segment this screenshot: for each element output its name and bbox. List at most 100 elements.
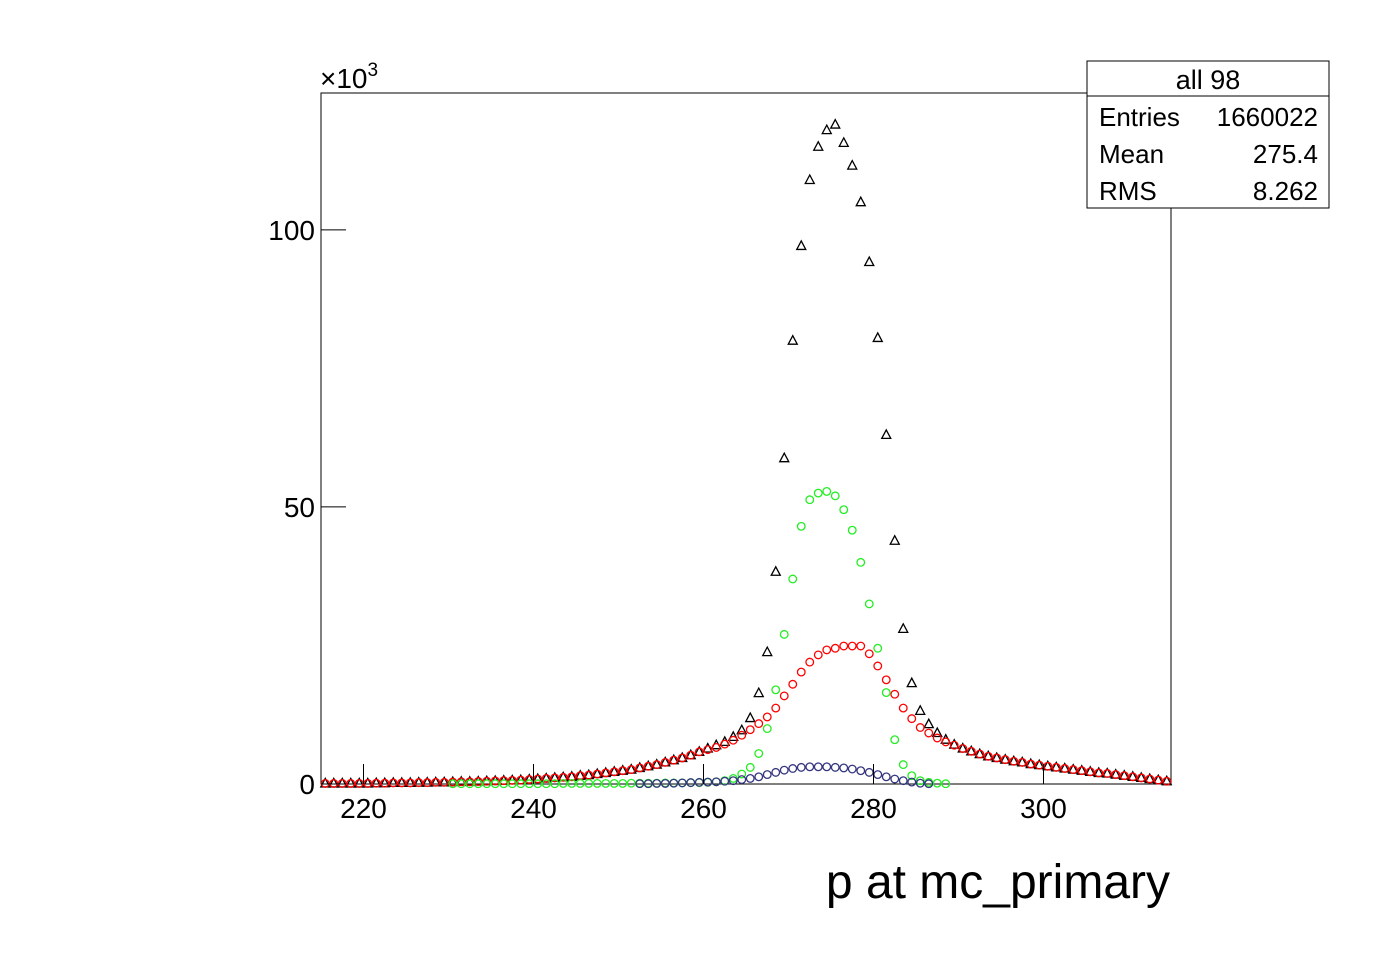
data-marker: [745, 725, 755, 735]
data-marker: [711, 777, 721, 787]
data-marker: [567, 778, 577, 788]
data-marker: [686, 750, 696, 760]
data-marker: [329, 778, 339, 788]
data-marker: [660, 778, 670, 788]
data-marker: [897, 622, 909, 633]
data-marker: [754, 772, 764, 782]
data-marker: [880, 428, 892, 440]
data-marker: [728, 776, 738, 786]
data-marker: [788, 679, 798, 689]
data-marker: [660, 757, 670, 767]
data-marker: [1060, 764, 1070, 773]
data-marker: [652, 778, 662, 788]
data-marker: [932, 778, 942, 788]
data-marker: [736, 723, 748, 735]
data-marker: [677, 753, 687, 763]
data-marker: [915, 723, 925, 732]
data-marker: [1017, 757, 1027, 767]
data-marker: [592, 778, 602, 788]
data-marker: [711, 742, 721, 752]
data-marker: [983, 751, 993, 761]
data-marker: [864, 599, 874, 609]
data-marker: [788, 764, 798, 773]
data-marker: [1128, 772, 1138, 782]
data-marker: [456, 779, 466, 789]
data-marker: [727, 730, 739, 742]
data-marker: [906, 676, 918, 688]
data-marker: [924, 728, 934, 738]
data-marker: [839, 505, 849, 515]
data-marker: [890, 774, 900, 784]
data-marker: [422, 778, 432, 788]
x-tick-label: 240: [510, 793, 557, 824]
data-marker: [924, 779, 934, 789]
data-marker: [703, 745, 713, 755]
plot-frame: [320, 92, 1172, 785]
data-marker: [839, 763, 849, 773]
data-marker: [346, 778, 356, 788]
data-marker: [771, 767, 781, 777]
data-marker: [932, 733, 942, 743]
y-tick-label: 0: [299, 769, 315, 800]
data-marker: [796, 521, 806, 531]
data-marker: [830, 643, 840, 653]
data-marker: [1102, 769, 1112, 778]
x-tick-label: 260: [680, 793, 727, 824]
data-marker: [941, 779, 951, 789]
data-marker: [507, 775, 517, 785]
data-marker: [728, 735, 738, 745]
data-marker: [915, 776, 925, 786]
data-marker: [958, 744, 968, 753]
data-marker: [881, 675, 891, 685]
data-marker: [1085, 767, 1095, 777]
data-marker: [337, 778, 347, 788]
data-marker: [812, 140, 824, 151]
data-marker: [873, 643, 883, 653]
data-marker: [1000, 755, 1010, 765]
data-marker: [516, 779, 526, 789]
data-marker: [821, 123, 833, 135]
data-marker: [753, 686, 765, 698]
data-marker: [1094, 768, 1104, 778]
data-marker: [796, 762, 806, 772]
data-marker: [975, 749, 985, 759]
data-marker: [550, 779, 560, 789]
data-marker: [1077, 766, 1087, 776]
stats-frame: [1086, 60, 1330, 209]
data-marker: [465, 779, 475, 789]
x-tick-label: 280: [850, 793, 897, 824]
data-marker: [779, 765, 789, 775]
data-marker: [745, 774, 755, 783]
data-marker: [618, 766, 628, 776]
stats-title: all 98: [1176, 65, 1241, 95]
data-marker: [898, 703, 908, 713]
data-marker: [856, 557, 866, 567]
data-marker: [770, 565, 782, 576]
y-scale-label: ×103: [320, 60, 378, 94]
data-marker: [830, 762, 840, 772]
data-marker: [805, 762, 815, 772]
data-marker: [795, 239, 807, 251]
data-marker: [941, 737, 951, 747]
data-marker: [787, 334, 799, 345]
x-tick-label: 220: [340, 793, 387, 824]
y-tick-label: 50: [284, 492, 315, 523]
data-marker: [805, 657, 815, 667]
x-axis-title: p at mc_primary: [826, 856, 1170, 909]
data-marker: [856, 766, 866, 776]
data-marker: [1111, 770, 1121, 780]
data-marker: [499, 779, 509, 789]
data-marker: [788, 574, 798, 584]
y-scale-exponent: 3: [368, 60, 379, 81]
data-marker: [635, 779, 645, 789]
data-marker: [771, 685, 781, 695]
data-marker: [371, 778, 381, 788]
data-marker: [898, 760, 908, 770]
data-marker: [737, 775, 747, 785]
data-marker: [915, 778, 925, 788]
data-marker: [779, 691, 789, 701]
data-marker: [992, 753, 1002, 763]
data-marker: [643, 761, 653, 771]
data-marker: [822, 486, 832, 496]
